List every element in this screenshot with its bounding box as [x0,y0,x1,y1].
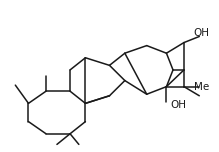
Text: Me: Me [194,82,209,92]
Text: OH: OH [194,28,210,38]
Text: OH: OH [171,100,187,110]
